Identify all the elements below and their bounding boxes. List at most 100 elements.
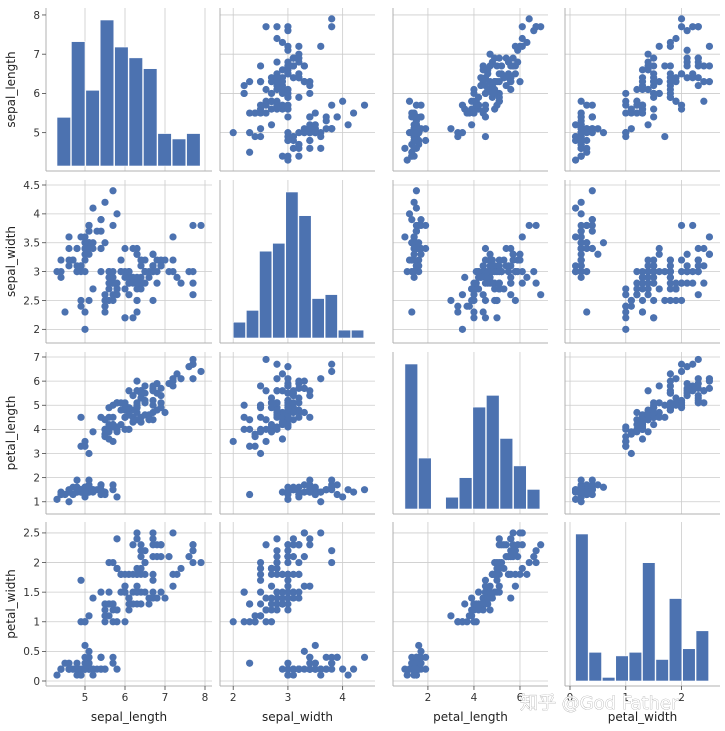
scatter-point — [256, 449, 265, 458]
y-tick-label: 1 — [33, 497, 40, 509]
scatter-point — [85, 653, 93, 661]
scatter-point — [85, 227, 93, 235]
scatter-point — [295, 588, 303, 596]
scatter-point — [57, 256, 65, 264]
scatter-point — [422, 653, 430, 661]
scatter-point — [571, 156, 580, 164]
scatter-point — [284, 70, 292, 78]
scatter-point — [577, 250, 585, 258]
scatter-point — [278, 78, 287, 86]
scatter-point — [295, 594, 303, 602]
scatter-point — [133, 308, 141, 316]
scatter-point — [105, 404, 113, 412]
scatter-point — [650, 70, 658, 78]
hist-bar — [695, 630, 709, 682]
scatter-point — [165, 553, 173, 561]
scatter-point — [454, 308, 462, 316]
scatter-point — [328, 659, 336, 667]
scatter-point — [644, 121, 652, 129]
scatter-point — [306, 113, 314, 121]
scatter-point — [588, 125, 596, 133]
scatter-point — [408, 308, 416, 316]
scatter-point — [273, 387, 281, 395]
scatter-point — [571, 204, 580, 212]
scatter-point — [173, 370, 181, 378]
scatter-point — [571, 262, 580, 270]
scatter-point — [401, 233, 409, 241]
scatter-point — [149, 296, 157, 305]
scatter-point — [408, 152, 416, 160]
scatter-point — [694, 379, 702, 388]
scatter-point — [405, 97, 414, 105]
scatter-point — [458, 291, 467, 299]
scatter-point — [169, 570, 177, 578]
scatter-point — [328, 483, 336, 491]
scatter-point — [284, 382, 292, 390]
scatter-point — [349, 488, 358, 496]
scatter-point — [644, 411, 652, 419]
scatter-point — [267, 97, 276, 105]
scatter-point — [537, 291, 545, 299]
scatter-point — [262, 387, 270, 395]
scatter-point — [117, 570, 125, 578]
scatter-point — [666, 370, 674, 378]
scatter-point — [77, 262, 85, 270]
scatter-point — [133, 296, 141, 305]
scatter-point — [97, 244, 105, 253]
scatter-point — [493, 296, 501, 305]
scatter-point — [638, 435, 647, 443]
scatter-point — [700, 78, 708, 86]
scatter-point — [588, 244, 596, 253]
scatter-point — [273, 594, 281, 602]
scatter-point — [493, 78, 501, 86]
scatter-point — [273, 23, 281, 31]
scatter-point — [644, 58, 652, 66]
scatter-point — [105, 279, 113, 287]
scatter-point — [246, 109, 254, 117]
scatter-point — [284, 547, 292, 555]
scatter-point — [672, 78, 680, 86]
scatter-point — [81, 308, 89, 316]
scatter-point — [284, 558, 292, 567]
scatter-point — [273, 570, 281, 578]
scatter-point — [246, 425, 254, 433]
scatter-point — [627, 430, 635, 438]
scatter-point — [405, 210, 414, 218]
panel-petal_width-vs-petal_width — [564, 522, 720, 687]
scatter-point — [599, 483, 608, 491]
scatter-point — [633, 285, 641, 293]
scatter-point — [101, 425, 109, 433]
scatter-point — [121, 406, 129, 414]
scatter-point — [125, 387, 133, 395]
scatter-point — [121, 618, 129, 626]
scatter-point — [410, 136, 418, 145]
scatter-point — [246, 490, 254, 499]
scatter-point — [525, 558, 533, 567]
scatter-point — [267, 606, 276, 614]
scatter-point — [415, 239, 423, 247]
hist-bar — [526, 489, 541, 510]
scatter-point — [644, 279, 652, 287]
scatter-point — [486, 588, 494, 596]
scatter-point — [284, 23, 292, 31]
scatter-point — [360, 653, 369, 661]
scatter-point — [349, 109, 358, 117]
scatter-point — [472, 600, 480, 608]
y-tick-label: 5 — [33, 127, 40, 139]
scatter-point — [333, 653, 341, 661]
scatter-point — [666, 389, 674, 397]
scatter-point — [495, 285, 503, 293]
scatter-point — [622, 291, 630, 299]
scatter-point — [300, 62, 308, 70]
scatter-point — [133, 279, 141, 287]
hist-bar — [298, 215, 312, 339]
scatter-point — [284, 406, 292, 414]
scatter-point — [85, 244, 93, 253]
scatter-point — [262, 437, 270, 446]
scatter-point — [403, 671, 411, 679]
scatter-point — [622, 129, 630, 137]
scatter-point — [644, 256, 652, 264]
scatter-point — [284, 420, 292, 429]
scatter-point — [81, 239, 89, 247]
scatter-point — [328, 558, 336, 567]
